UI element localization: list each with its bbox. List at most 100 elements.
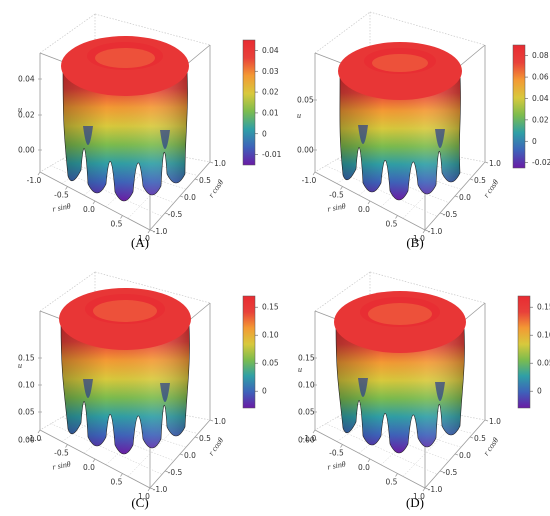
back-lobe	[83, 379, 93, 398]
panel-b: 0.00 0.05 u -1.0 -0.5 0.0 0.5 1.0 r sinθ 1.0 0.5 0.…	[275, 0, 550, 258]
colorbar-tick-label: 0.15	[537, 303, 550, 312]
y-tick-label: 1.0	[489, 417, 501, 426]
z-tick-label: 0.15	[18, 354, 35, 363]
y-tick-label: 1.0	[214, 417, 226, 426]
x-axis-label: r sinθ	[327, 201, 347, 213]
x-tick-label: -0.5	[329, 449, 344, 458]
surface-shading	[61, 323, 190, 454]
colorbar-tick-label: 0.02	[532, 115, 549, 124]
x-tick-label: -0.5	[54, 191, 69, 200]
z-axis: 0.000.050.100.15u	[18, 354, 42, 445]
surface-cap-hole	[372, 54, 428, 72]
y-tick-label: -1.0	[153, 227, 168, 236]
surface-cap-hole	[95, 48, 155, 68]
x-tick-label: -0.5	[329, 191, 344, 200]
colorbar-tick-label: 0	[537, 387, 542, 396]
x-tick-label: -1.0	[27, 434, 42, 443]
surface	[59, 288, 191, 455]
back-lobe	[435, 382, 445, 401]
x-tick-label: 0.5	[386, 478, 398, 487]
z-axis: 0.00 0.02 0.04 u	[18, 75, 42, 155]
x-tick-label: 1.0	[413, 492, 425, 501]
back-lobe	[435, 129, 445, 148]
y-tick-label: 0.0	[459, 451, 471, 460]
colorbar-ramp	[242, 39, 256, 166]
colorbar-tick-label: 0.10	[537, 331, 550, 340]
panel-a: 0.00 0.02 0.04 u -1.0 -0.5 0.0 0.5 1.0 r sinθ 1.0 0…	[0, 0, 282, 258]
back-lobe	[160, 383, 170, 402]
colorbar-tick-label: 0.08	[532, 51, 549, 60]
z-axis-label: u	[298, 365, 302, 374]
colorbar-tick-label: 0.05	[262, 359, 279, 368]
colorbar-ramp	[242, 295, 256, 409]
y-tick-label: 0.5	[474, 176, 486, 185]
y-tick-label: 1.0	[214, 159, 226, 168]
colorbar-tick-label: -0.01	[262, 150, 282, 159]
y-tick-label: -0.5	[443, 210, 458, 219]
y-tick-label: -1.0	[153, 485, 168, 494]
colorbar-ramp	[517, 295, 531, 409]
colorbar-tick-label: 0	[262, 387, 267, 396]
colorbar: 0.15 0.10 0.05 0	[242, 295, 279, 409]
x-axis-label: r sinθ	[52, 459, 72, 471]
z-tick-label: 0.00	[298, 436, 315, 445]
colorbar-tick-label: 0	[532, 137, 537, 146]
caption-d: (D)	[405, 495, 425, 510]
colorbar-tick-label: 0.04	[532, 94, 549, 103]
colorbar: 0.08 0.06 0.04 0.02 0 -0.02	[512, 44, 550, 169]
colorbar-tick-label: 0	[262, 129, 267, 138]
z-axis-label: u	[297, 111, 301, 120]
x-axis: -1.0 -0.5 0.0 0.5 1.0 r sinθ	[302, 171, 426, 243]
colorbar-ramp	[512, 44, 526, 169]
surface-shading	[336, 326, 465, 453]
y-tick-label: -1.0	[428, 227, 443, 236]
y-tick-label: 1.0	[489, 159, 501, 168]
z-tick-label: 0.05	[298, 408, 315, 417]
x-tick-label: 0.5	[386, 220, 398, 229]
surface-cap-hole	[93, 300, 157, 322]
surface-plot-d: 0.000.050.100.15u-1.0-0.50.00.51.0r sinθ…	[298, 271, 550, 501]
surface-shading	[63, 70, 188, 201]
x-axis-label: r sinθ	[52, 201, 72, 213]
x-axis-label: r sinθ	[327, 459, 347, 471]
back-lobe	[83, 126, 93, 145]
x-tick-label: -0.5	[54, 449, 69, 458]
colorbar-tick-label: 0.15	[262, 303, 279, 312]
z-tick-label: 0.04	[18, 75, 35, 84]
x-tick-label: -1.0	[302, 434, 317, 443]
colorbar-tick-label: 0.06	[532, 73, 549, 82]
x-axis: -1.0 -0.5 0.0 0.5 1.0 r sinθ	[302, 429, 426, 501]
x-tick-label: 0.0	[358, 463, 370, 472]
colorbar-tick-label: -0.02	[532, 158, 550, 167]
y-tick-label: 0.5	[199, 176, 211, 185]
z-tick-label: 0.10	[298, 381, 315, 390]
surface-outline	[335, 325, 465, 454]
z-tick-label: 0.02	[18, 111, 35, 120]
back-lobe	[358, 378, 368, 397]
x-tick-label: 1.0	[138, 234, 150, 243]
x-tick-label: -1.0	[302, 176, 317, 185]
x-tick-label: 0.0	[83, 205, 95, 214]
panel-d: 0.00 0.05 0.10 0.15 u -1.0 -0.5 0.0 0.5 1.0 r sinθ…	[275, 258, 550, 516]
x-tick-label: 1.0	[413, 234, 425, 243]
colorbar-tick-label: 0.02	[262, 88, 279, 97]
surface-outline	[62, 69, 188, 202]
colorbar-tick-label: 0.03	[262, 67, 279, 76]
z-axis: 0.000.050.100.15u	[298, 354, 317, 445]
z-tick-label: 0.00	[18, 436, 35, 445]
caption-b: (B)	[406, 235, 424, 250]
x-tick-label: 0.0	[358, 205, 370, 214]
surface-plot-a: 0.000.020.04u-1.0-0.50.00.51.0r sinθ1.00…	[18, 13, 282, 243]
surface-shading	[339, 75, 461, 200]
y-tick-label: -0.5	[443, 468, 458, 477]
back-lobe	[160, 130, 170, 149]
z-tick-label: 0.00	[297, 146, 314, 155]
y-tick-label: 0.5	[474, 434, 486, 443]
colorbar-tick-label: 0.01	[262, 108, 279, 117]
z-tick-label: 0.00	[18, 146, 35, 155]
surface-outline	[339, 74, 461, 201]
x-axis: -1.0 -0.5 0.0 0.5 1.0 r sinθ	[27, 171, 151, 243]
y-tick-label: 0.0	[184, 451, 196, 460]
back-lobe	[358, 125, 368, 144]
y-tick-label: -0.5	[168, 468, 183, 477]
